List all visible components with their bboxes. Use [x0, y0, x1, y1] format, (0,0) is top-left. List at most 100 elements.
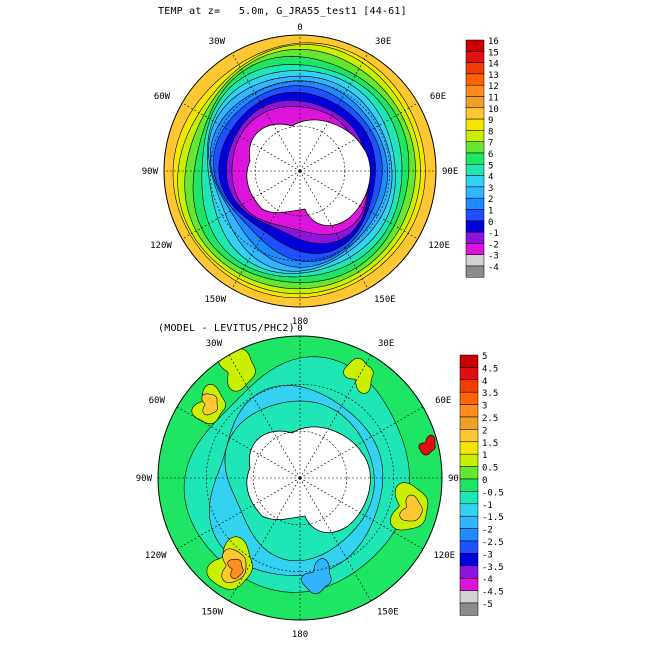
bottom-cb-swatch [459, 379, 479, 393]
top-map-meridian-line [182, 170, 301, 240]
top-cb-swatch [465, 62, 485, 75]
top-map-lon-label-w90: 90W [142, 167, 159, 177]
bottom-cb-swatch [459, 602, 479, 616]
bottom-cb-swatch [459, 478, 479, 492]
bottom-cb-tick-label: -4 [482, 575, 493, 585]
top-cb-tick-label: 13 [488, 71, 499, 81]
bottom-cb-tick-label: 3 [482, 402, 487, 412]
bottom-cb-swatch [459, 503, 479, 517]
top-cb-tick-label: 7 [488, 139, 493, 149]
bottom-cb-swatch [459, 515, 479, 529]
bottom-cb-swatch [459, 577, 479, 591]
bottom-cb-tick-label: -2 [482, 526, 493, 536]
bottom-cb-tick-label: -3 [482, 550, 493, 560]
bottom-map-antarctica-land [246, 426, 371, 533]
top-cb-swatch [465, 96, 485, 109]
top-cb-swatch [465, 231, 485, 244]
top-cb-tick-label: 12 [488, 82, 499, 92]
top-cb-tick-label: -1 [488, 229, 499, 239]
bottom-cb-tick-label: 5 [482, 352, 487, 362]
bottom-colorbar: 5 4.5 4 3.5 3 2.5 2 1.5 1 0.5 0 -0.5 -1 -1.5 -2 -2.5 -3 -… [459, 352, 504, 616]
top-cb-swatch [465, 175, 485, 188]
bottom-polar-map: 0 180 30E 30W 60E 60W 90E 90W 120E 120W 150E 150W [136, 324, 465, 640]
top-cb-tick-label: 4 [488, 173, 493, 183]
top-polar-map: 0 180 30E 30W 60E 60W 90E 90W 120E 120W 150E 150W [142, 23, 459, 327]
top-map-lon-label-e150: 150E [374, 295, 396, 305]
bottom-map-lon-label-e30: 30E [378, 339, 394, 349]
top-map-meridian-line [299, 170, 369, 289]
bottom-map-anomaly-patch-6 [343, 357, 374, 394]
bottom-cb-swatch [459, 404, 479, 418]
top-cb-swatch [465, 209, 485, 222]
bottom-cb-swatch [459, 553, 479, 567]
bottom-cb-tick-label: -5 [482, 600, 493, 610]
bottom-map-lon-label-e150: 150E [377, 607, 399, 617]
top-map-lon-label-w120: 120W [150, 241, 172, 251]
top-cb-swatch [465, 254, 485, 267]
top-map-lon-label-w30: 30W [209, 37, 226, 47]
top-map-lon-label-bottom: 180 [292, 317, 308, 327]
bottom-cb-tick-label: -2.5 [482, 538, 504, 548]
top-map-meridian-line [231, 53, 301, 172]
bottom-cb-swatch [459, 565, 479, 579]
top-cb-swatch [465, 243, 485, 255]
bottom-cb-swatch [459, 429, 479, 443]
top-cb-tick-label: 6 [488, 150, 493, 160]
top-cb-tick-label: -2 [488, 240, 499, 250]
top-cb-swatch [465, 197, 485, 210]
top-cb-tick-label: 9 [488, 116, 493, 126]
top-cb-swatch [465, 265, 485, 278]
bottom-map-lon-label-w150: 150W [201, 607, 223, 617]
bottom-cb-tick-label: 2.5 [482, 414, 498, 424]
top-map-meridian-line [299, 102, 418, 172]
top-cb-tick-label: 0 [488, 218, 493, 228]
bottom-cb-swatch [459, 441, 479, 455]
top-cb-tick-label: 14 [488, 60, 499, 70]
bottom-map-lon-label-w30: 30W [206, 339, 223, 349]
bottom-map-lon-label-w120: 120W [145, 551, 167, 561]
bottom-cb-swatch [459, 391, 479, 405]
top-cb-tick-label: 11 [488, 94, 499, 104]
bottom-cb-swatch [459, 466, 479, 480]
bottom-cb-tick-label: 3.5 [482, 389, 498, 399]
top-cb-tick-label: -3 [488, 252, 499, 262]
top-map-antarctica-land [246, 119, 371, 226]
bottom-chart-title: (MODEL - LEVITUS/PHC2) [158, 323, 295, 334]
top-cb-tick-label: 2 [488, 195, 493, 205]
top-map-lon-label-w150: 150W [204, 295, 226, 305]
top-map-lon-label-e60: 60E [430, 92, 446, 102]
bottom-cb-swatch [459, 590, 479, 604]
top-map-lon-label-top: 0 [297, 23, 302, 33]
top-cb-tick-label: -4 [488, 263, 499, 273]
top-cb-tick-label: 16 [488, 37, 499, 47]
bottom-map-lon-label-top: 0 [297, 324, 302, 334]
bottom-map-anomaly-patch-10 [301, 558, 332, 595]
top-cb-swatch [465, 130, 485, 142]
top-cb-swatch [465, 51, 485, 63]
top-cb-swatch [465, 107, 485, 120]
top-cb-swatch [465, 118, 485, 131]
top-chart-title: TEMP at z= 5.0m, G_JRA55_test1 [44-61] [158, 6, 407, 17]
bottom-cb-tick-label: -3.5 [482, 563, 504, 573]
top-cb-tick-label: 8 [488, 127, 493, 137]
top-cb-swatch [465, 220, 485, 233]
top-map-lon-label-w60: 60W [154, 92, 171, 102]
bottom-cb-swatch [459, 453, 479, 467]
bottom-map-map-boundary [157, 335, 443, 621]
top-map-lon-label-e120: 120E [428, 241, 450, 251]
top-cb-swatch [465, 152, 485, 165]
bottom-cb-tick-label: -1.5 [482, 513, 504, 523]
bottom-cb-tick-label: 4.5 [482, 364, 498, 374]
bottom-cb-tick-label: 2 [482, 426, 487, 436]
top-map-lon-label-e90: 90E [442, 167, 458, 177]
top-cb-swatch [465, 141, 485, 154]
bottom-cb-tick-label: 4 [482, 377, 487, 387]
top-map-map-boundary [163, 34, 437, 308]
bottom-cb-tick-label: 1 [482, 451, 487, 461]
bottom-map-anomaly-patch-8 [399, 494, 423, 522]
bottom-map-anomaly-patch-4 [201, 393, 218, 416]
bottom-cb-swatch [459, 367, 479, 381]
bottom-map-lon-label-w90: 90W [136, 474, 153, 484]
top-cb-swatch [465, 39, 485, 52]
bottom-map-lon-label-bottom: 180 [292, 630, 308, 640]
